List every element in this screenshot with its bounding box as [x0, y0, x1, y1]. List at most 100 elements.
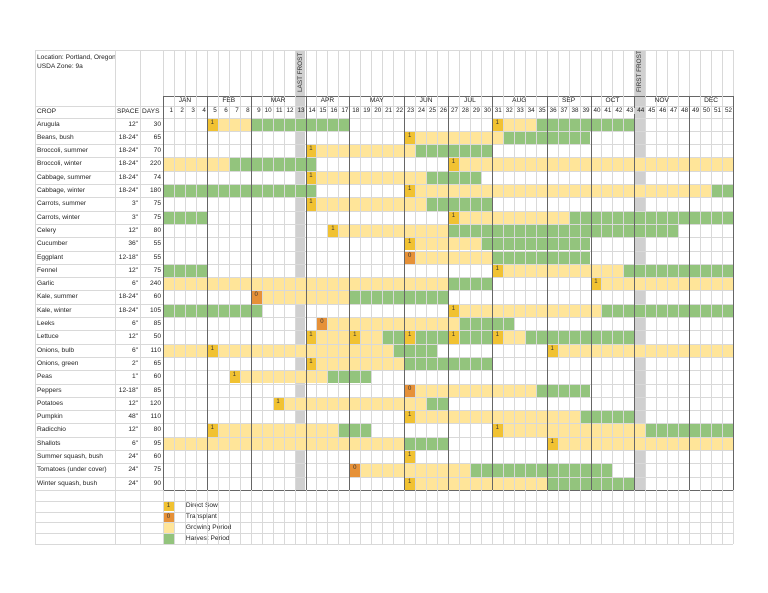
direct-sow-marker: 1: [206, 343, 218, 357]
days-column-header: DAYS: [142, 108, 160, 115]
week-line: [557, 50, 559, 544]
week-line: [623, 50, 625, 544]
crop-days: 74: [153, 173, 161, 181]
week-line: [480, 50, 482, 544]
harvest-period-bar: [458, 330, 492, 344]
week-number: 42: [615, 107, 623, 114]
week-line: [458, 50, 460, 544]
week-number: 4: [202, 107, 206, 114]
direct-sow-marker: 1: [404, 410, 416, 424]
week-line: [393, 50, 395, 544]
week-number: 3: [191, 107, 195, 114]
crop-space: 1": [131, 373, 138, 381]
week-line: [656, 50, 658, 544]
month-divider: [349, 96, 351, 490]
growing-period-bar: [272, 396, 427, 411]
crop-days: 105: [149, 306, 161, 314]
week-number: 43: [626, 107, 634, 114]
month-divider: [448, 96, 449, 490]
week-line: [283, 50, 285, 544]
harvest-period-bar: [426, 170, 481, 184]
week-number: 39: [582, 107, 590, 114]
harvest-period-bar: [250, 117, 350, 131]
grid-line: [35, 522, 733, 524]
crop-name: Radicchio: [37, 426, 66, 434]
week-line: [722, 50, 724, 544]
growing-period-bar: [404, 476, 547, 490]
week-line: [437, 50, 439, 544]
week-line: [469, 50, 471, 544]
week-number: 50: [703, 107, 711, 114]
grid-line: [35, 144, 733, 146]
month-label-jan: JAN: [178, 97, 192, 104]
week-line: [579, 50, 581, 544]
grid-line: [35, 197, 733, 199]
crop-name: Garlic: [37, 280, 55, 288]
month-divider: [163, 96, 164, 490]
transplant-marker: 0: [250, 290, 262, 304]
month-label-jul: JUL: [464, 97, 476, 104]
week-line: [239, 50, 241, 544]
direct-sow-marker: 1: [206, 423, 218, 437]
harvest-period-bar: [448, 223, 679, 238]
week-line: [327, 50, 329, 544]
month-divider: [491, 96, 493, 490]
crop-name: Potatoes: [37, 399, 64, 407]
week-number: 41: [604, 107, 612, 114]
growing-period-bar: [163, 343, 394, 357]
grid-line: [35, 396, 733, 398]
week-number: 13: [294, 107, 305, 115]
week-number: 36: [549, 107, 557, 114]
crop-space: 6": [131, 320, 138, 327]
crop-name: Broccoli, winter: [37, 160, 82, 168]
crop-days: 180: [149, 187, 161, 194]
zone-label: USDA Zone: 9a: [37, 63, 83, 70]
growing-period-bar: [327, 223, 448, 238]
crop-name: Leeks: [37, 320, 55, 327]
crop-name: Pumpkin: [37, 413, 63, 421]
grid-line: [35, 223, 733, 225]
month-divider: [404, 96, 406, 490]
crop-space: 3": [131, 200, 138, 208]
week-line: [426, 50, 428, 544]
grid-line: [35, 436, 733, 438]
grid-line: [35, 370, 733, 372]
crop-space: 3": [131, 213, 138, 221]
week-number: 18: [352, 107, 360, 114]
week-number: 40: [593, 107, 601, 114]
week-line: [382, 50, 384, 544]
week-line: [173, 50, 175, 544]
week-number: 25: [429, 107, 437, 114]
crop-name: Cucumber: [37, 240, 68, 248]
growing-period-bar: [316, 317, 459, 331]
crop-space: 2": [131, 359, 138, 367]
grid-line: [35, 263, 733, 265]
growing-period-bar: [404, 383, 536, 397]
week-line: [645, 50, 647, 544]
harvest-period-bar: [349, 290, 448, 304]
direct-sow-marker: 1: [491, 263, 503, 278]
crop-days: 65: [153, 133, 161, 141]
grid-line: [35, 533, 733, 535]
grid-line: [35, 317, 733, 318]
week-number: 8: [246, 107, 250, 114]
week-number: 14: [308, 107, 316, 114]
direct-sow-marker: 1: [206, 117, 218, 131]
week-number: 5: [213, 107, 217, 114]
crop-name: Kale, summer: [37, 293, 78, 301]
growing-period-bar: [305, 170, 427, 184]
direct-sow-marker: 1: [305, 170, 317, 184]
week-line: [316, 50, 318, 544]
week-number: 37: [560, 107, 568, 114]
direct-sow-marker: 1: [404, 476, 416, 490]
week-number: 15: [319, 107, 327, 114]
month-divider: [733, 96, 734, 490]
harvest-period-bar: [458, 317, 514, 331]
week-number: 38: [571, 107, 579, 114]
grid-line: [35, 157, 733, 159]
grid-line: [35, 500, 733, 502]
harvest-period-bar: [524, 330, 635, 344]
harvest-period-bar: [382, 330, 405, 344]
crop-days: 65: [153, 359, 161, 367]
week-line: [415, 50, 417, 544]
